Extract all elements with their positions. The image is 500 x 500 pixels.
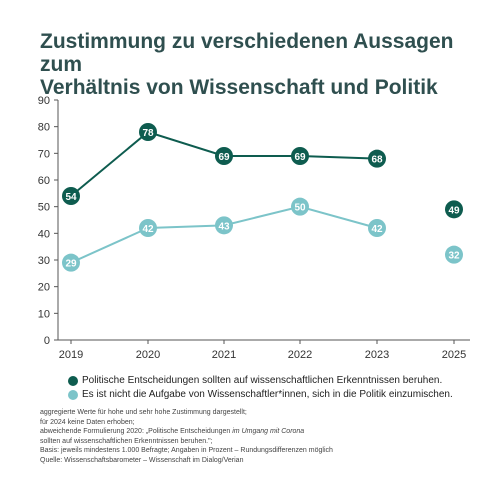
legend-item-series-1: Politische Entscheidungen sollten auf wi… (68, 374, 488, 388)
series-1-point (139, 123, 157, 141)
legend-marker-series-2 (68, 390, 78, 400)
series-2-point (368, 219, 386, 237)
x-tick-label: 2025 (442, 349, 466, 361)
y-tick-label: 0 (44, 335, 50, 347)
x-tick-label: 2022 (288, 349, 312, 361)
series-2-data-label: 43 (218, 221, 230, 232)
series-2-point (62, 253, 80, 272)
footnote-line-2: für 2024 keine Daten erhoben; (40, 418, 135, 426)
series-2-line (70, 205, 378, 264)
y-tick-label: 50 (38, 202, 50, 214)
y-tick-label: 70 (38, 148, 50, 160)
series-2-point (139, 219, 157, 237)
chart-title-line-1: Zustimmung zu verschiedenen Aussagen zum (40, 30, 454, 76)
footnote-line-3-italic: im Umgang mit Corona (232, 428, 305, 435)
y-tick-label: 90 (38, 95, 50, 107)
chart-title-line-2: Verhältnis von Wissenschaft und Politik (40, 76, 438, 99)
footnote-line-6: Quelle: Wissenschaftsbarometer – Wissens… (40, 456, 244, 464)
x-tick-label: 2021 (212, 349, 236, 361)
chart-title: Zustimmung zu verschiedenen Aussagen zum… (40, 30, 480, 99)
series-1-point (215, 147, 233, 165)
footnote-line-1: aggregierte Werte für hohe und sehr hohe… (40, 409, 247, 416)
legend-label-series-1: Politische Entscheidungen sollten auf wi… (82, 375, 443, 386)
x-tick-label: 2019 (59, 349, 83, 361)
y-tick-label: 60 (38, 175, 50, 187)
y-tick-label: 20 (38, 282, 50, 294)
series-1-data-label: 69 (294, 152, 306, 163)
series-2-data-label: 29 (65, 259, 77, 270)
series-2-data-label: 50 (294, 203, 306, 214)
series-2-point (215, 216, 233, 235)
series-2-data-label: 42 (371, 224, 383, 235)
legend: Politische Entscheidungen sollten auf wi… (68, 374, 488, 402)
footnote-line-5: Basis: jeweils mindestens 1.000 Befragte… (40, 447, 333, 454)
footnote-line-4: sollten auf wissenschaftlichen Erkenntni… (40, 437, 213, 445)
x-tick-label: 2023 (365, 349, 389, 361)
footnote: aggregierte Werte für hohe und sehr hohe… (40, 408, 480, 465)
series-2-data-label: 42 (142, 224, 154, 235)
legend-item-series-2: Es ist nicht die Aufgabe von Wissenschaf… (68, 388, 488, 402)
series-2-data-label: 32 (448, 251, 460, 262)
series-1-point (62, 187, 80, 205)
series-1-data-label: 78 (142, 128, 154, 139)
y-tick-label: 30 (38, 255, 50, 267)
series-2-point (445, 245, 463, 264)
y-tick-label: 80 (38, 122, 50, 134)
x-tick-label: 2020 (136, 349, 160, 361)
y-tick-label: 10 (38, 308, 50, 320)
legend-marker-series-1 (68, 376, 78, 386)
legend-label-series-2: Es ist nicht die Aufgabe von Wissenschaf… (82, 389, 453, 400)
footnote-line-3-text: abweichende Formulierung 2020: „Politisc… (40, 428, 233, 435)
series-1-point (445, 200, 463, 219)
series-1-data-label: 49 (448, 205, 460, 216)
series-1-data-label: 68 (371, 155, 383, 166)
footnote-line-3: abweichende Formulierung 2020: „Politisc… (40, 427, 480, 437)
series-1-data-label: 69 (218, 152, 230, 163)
series-1-data-label: 54 (65, 192, 77, 203)
y-tick-label: 40 (38, 228, 50, 240)
series-2-point (291, 197, 309, 216)
series-1-point (291, 147, 309, 165)
series-1-point (368, 149, 386, 168)
